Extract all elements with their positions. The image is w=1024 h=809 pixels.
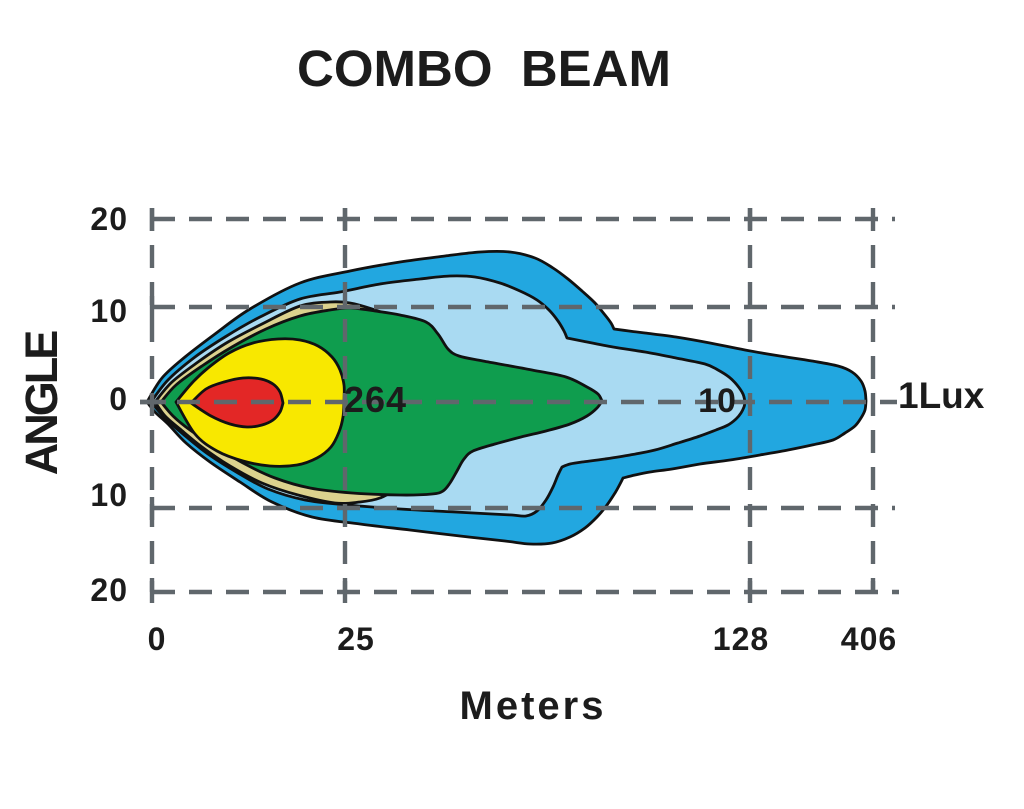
svg-text:10: 10 (698, 382, 736, 420)
svg-text:ANGLE: ANGLE (16, 331, 67, 475)
svg-text:20: 20 (90, 201, 128, 237)
svg-text:1Lux: 1Lux (898, 375, 985, 416)
svg-text:20: 20 (90, 572, 128, 608)
svg-text:0: 0 (148, 621, 167, 657)
svg-text:10: 10 (90, 293, 128, 329)
svg-text:Meters: Meters (460, 684, 607, 728)
svg-text:0: 0 (109, 381, 128, 417)
svg-text:264: 264 (344, 379, 407, 420)
svg-text:406: 406 (841, 621, 897, 657)
svg-text:128: 128 (713, 621, 769, 657)
svg-text:25: 25 (337, 621, 375, 657)
svg-text:COMBO BEAM: COMBO BEAM (297, 40, 671, 97)
svg-text:10: 10 (90, 477, 128, 513)
